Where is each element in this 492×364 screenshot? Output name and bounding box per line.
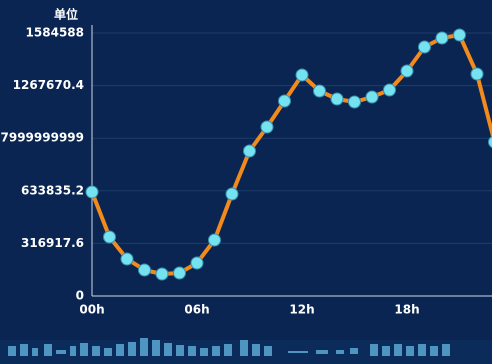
x-tick-label: 12h: [289, 303, 314, 317]
y-tick-label: 1584588: [26, 26, 84, 40]
y-tick-label: 0: [76, 289, 84, 303]
point: [435, 31, 449, 45]
zoom-slider[interactable]: [0, 338, 492, 364]
point: [190, 256, 204, 270]
x-tick-label: 06h: [184, 303, 209, 317]
point: [400, 64, 414, 78]
point: [225, 187, 239, 201]
x-tick-label: 00h: [79, 303, 104, 317]
point: [120, 252, 134, 266]
y-tick-label: 1267670.4: [13, 78, 84, 92]
y-tick-label: 950752.7999999999: [0, 131, 84, 145]
point: [155, 267, 169, 281]
point: [365, 90, 379, 104]
y-tick-label: 633835.2: [21, 183, 84, 197]
point: [260, 120, 274, 134]
point: [208, 233, 221, 247]
point: [85, 185, 99, 199]
point: [488, 135, 492, 148]
point: [418, 40, 431, 54]
point: [278, 94, 291, 108]
y-tick-label: 316917.6: [21, 236, 84, 250]
point: [470, 67, 484, 81]
point: [348, 95, 361, 109]
point: [330, 92, 344, 106]
point: [453, 28, 466, 42]
point: [138, 263, 151, 277]
point: [243, 144, 256, 158]
point: [103, 230, 116, 244]
x-tick-label: 18h: [394, 303, 419, 317]
point: [295, 68, 309, 82]
point: [313, 84, 326, 98]
y-axis-label: 单位: [54, 7, 78, 22]
point: [173, 266, 186, 280]
point: [383, 83, 396, 97]
